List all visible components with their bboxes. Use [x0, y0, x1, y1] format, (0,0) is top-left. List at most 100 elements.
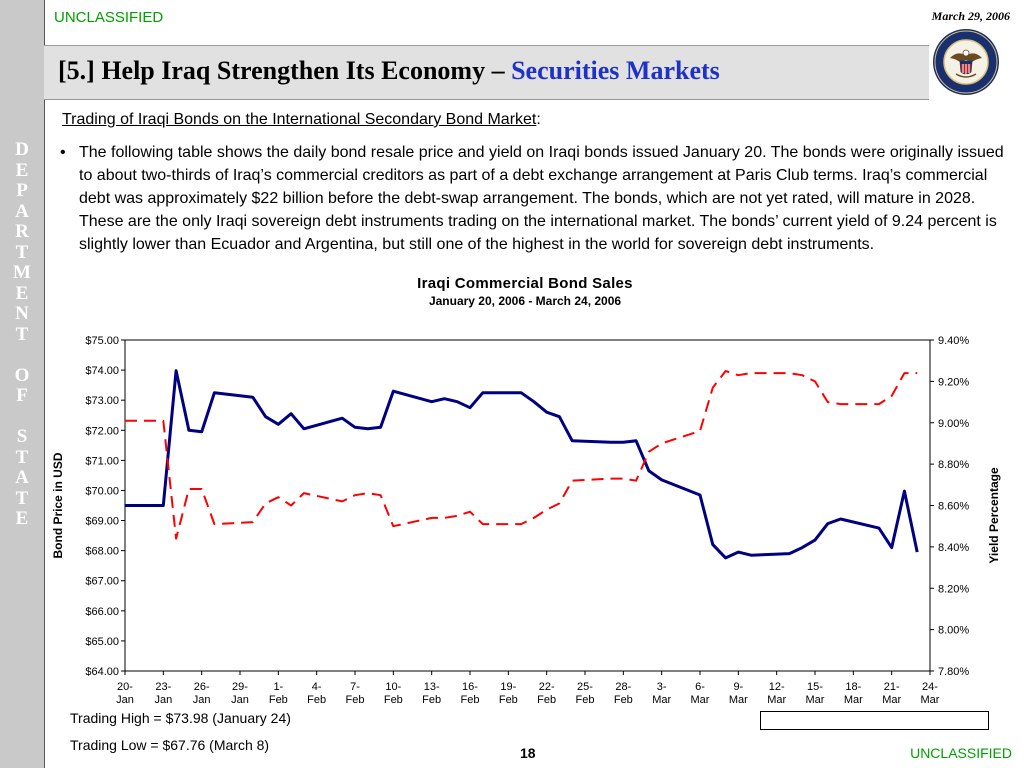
subheading: Trading of Iraqi Bonds on the Internatio… [62, 111, 541, 129]
x-tick-label-day: 18- [845, 681, 861, 693]
x-tick-label-month: Mar [921, 694, 940, 706]
sidebar-letter: F [16, 385, 28, 406]
slide-date: March 29, 2006 [931, 9, 1010, 23]
classification-bottom: UNCLASSIFIED [910, 745, 1012, 761]
chart-legend [760, 711, 989, 730]
sidebar-letter: D [15, 139, 29, 160]
classification-top: UNCLASSIFIED [54, 9, 164, 26]
trading-high-note: Trading High = $73.98 (January 24) [70, 710, 291, 726]
x-tick-label-month: Feb [384, 694, 403, 706]
x-tick-label-month: Jan [231, 694, 249, 706]
x-tick-label-month: Mar [691, 694, 710, 706]
sidebar-letter: T [15, 487, 29, 509]
y-right-tick-label: 9.00% [938, 418, 969, 430]
x-tick-label-day: 29- [232, 681, 248, 693]
x-tick-label-month: Mar [729, 694, 748, 706]
y-axis-title: Bond Price in USD [51, 452, 65, 558]
sidebar-letter: T [15, 241, 29, 263]
y-tick-label: $64.00 [85, 666, 119, 678]
y-right-tick-label: 9.40% [938, 335, 969, 347]
x-tick-label-day: 16- [462, 681, 478, 693]
x-tick-label-month: Feb [346, 694, 365, 706]
y-right-tick-label: 7.80% [938, 666, 969, 678]
y-tick-label: $67.00 [85, 576, 119, 588]
x-tick-label-month: Feb [269, 694, 288, 706]
y-right-tick-label: 9.20% [938, 376, 969, 388]
sidebar-letter: M [13, 262, 31, 283]
slide-title: [5.] Help Iraq Strengthen Its Economy – … [58, 56, 720, 86]
x-tick-label-day: 25- [577, 681, 593, 693]
y-right-tick-label: 8.80% [938, 459, 969, 471]
chart-title: Iraqi Commercial Bond Sales [417, 275, 633, 292]
y-right-tick-label: 8.40% [938, 542, 969, 554]
x-tick-label-day: 22- [539, 681, 555, 693]
title-accent: Securities Markets [511, 56, 720, 85]
sidebar-letter: E [15, 282, 29, 304]
y-tick-label: $70.00 [85, 485, 119, 497]
x-tick-label-month: Feb [537, 694, 556, 706]
x-tick-label-day: 1- [273, 681, 283, 693]
x-tick-label-month: Mar [652, 694, 671, 706]
x-tick-label-month: Mar [806, 694, 825, 706]
x-tick-label-month: Feb [307, 694, 326, 706]
title-main: [5.] Help Iraq Strengthen Its Economy – [58, 56, 512, 85]
y-tick-label: $72.00 [85, 425, 119, 437]
y-tick-label: $65.00 [85, 636, 119, 648]
department-of-state-seal-icon [933, 29, 999, 95]
sidebar-letter: R [15, 221, 29, 242]
yield-series-line [125, 370, 918, 540]
x-tick-label-day: 20- [117, 681, 133, 693]
plot-area-frame [124, 339, 931, 672]
y-tick-label: $69.00 [85, 516, 119, 528]
bullet-text: The following table shows the daily bond… [79, 144, 1004, 253]
sidebar-letter: S [16, 426, 28, 447]
y-tick-label: $71.00 [85, 455, 119, 467]
x-tick-label-month: Jan [193, 694, 211, 706]
subheading-colon: : [536, 111, 541, 128]
x-tick-label-day: 4- [312, 681, 322, 693]
x-tick-label-day: 21- [884, 681, 900, 693]
x-tick-label-day: 7- [350, 681, 360, 693]
y-tick-label: $75.00 [85, 335, 119, 347]
x-tick-label-month: Mar [767, 694, 786, 706]
y-right-tick-label: 8.20% [938, 583, 969, 595]
x-tick-label-day: 9- [733, 681, 743, 693]
x-tick-label-day: 3- [657, 681, 667, 693]
sidebar-letter: E [15, 508, 29, 529]
x-tick-label-month: Mar [882, 694, 901, 706]
page-number: 18 [520, 745, 536, 761]
sidebar-letter: O [14, 364, 30, 386]
x-tick-label-month: Feb [499, 694, 518, 706]
trading-low-note: Trading Low = $67.76 (March 8) [70, 737, 270, 753]
x-tick-label-month: Jan [154, 694, 172, 706]
bond-price-series-line [125, 369, 919, 560]
sidebar-letter: N [15, 303, 29, 324]
chart-subtitle: January 20, 2006 - March 24, 2006 [428, 294, 622, 308]
x-tick-label-month: Feb [614, 694, 633, 706]
x-tick-label-month: Feb [576, 694, 595, 706]
x-tick-label-month: Feb [422, 694, 441, 706]
title-band [44, 45, 929, 100]
x-tick-label-month: Mar [844, 694, 863, 706]
y-right-tick-label: 8.00% [938, 625, 969, 637]
subheading-underlined: Trading of Iraqi Bonds on the Internatio… [62, 111, 537, 128]
bullet-symbol: • [60, 144, 66, 161]
bullet-paragraph: • The following table shows the daily bo… [60, 141, 1015, 256]
x-tick-label-day: 26- [194, 681, 210, 693]
y-tick-label: $74.00 [85, 365, 119, 377]
y-tick-label: $68.00 [85, 546, 119, 558]
sidebar-letter: T [15, 446, 29, 468]
x-tick-label-day: 28- [615, 681, 631, 693]
x-tick-label-day: 10- [385, 681, 401, 693]
x-tick-label-day: 12- [769, 681, 785, 693]
x-tick-label-day: 13- [424, 681, 440, 693]
y-tick-label: $73.00 [85, 395, 119, 407]
x-tick-label-month: Feb [461, 694, 480, 706]
sidebar-letter: P [16, 180, 28, 201]
x-tick-label-day: 15- [807, 681, 823, 693]
sidebar-letter: A [15, 200, 29, 222]
sidebar-letter: E [15, 159, 29, 181]
